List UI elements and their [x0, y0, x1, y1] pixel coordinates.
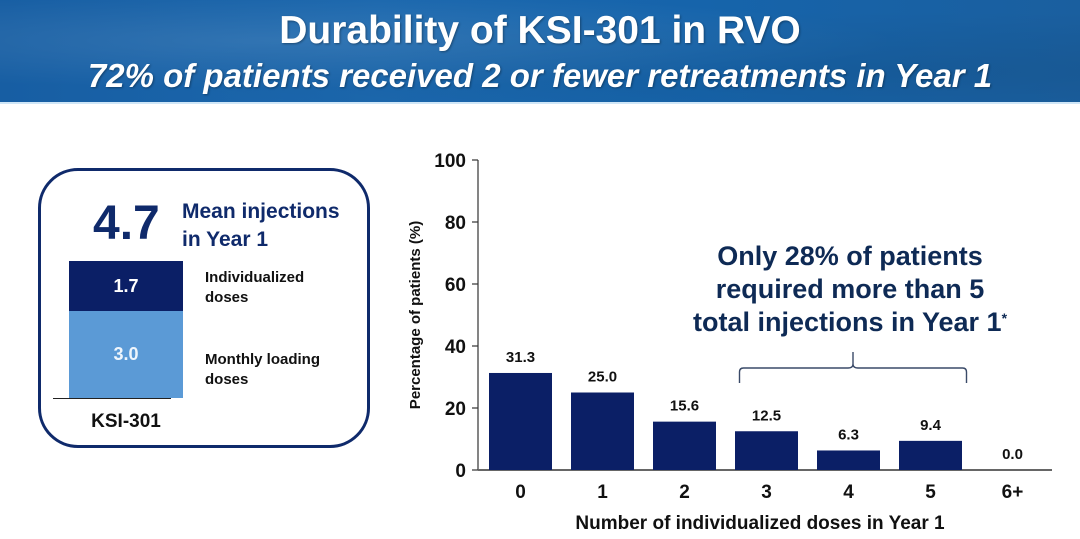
loading-label-line1: Monthly loading	[205, 351, 320, 368]
slide-subtitle: 72% of patients received 2 or fewer retr…	[87, 57, 993, 94]
x-tick-label: 1	[597, 482, 608, 503]
y-axis: 0 20 40 60 80 100	[434, 151, 479, 482]
bar-4	[817, 450, 880, 470]
bar-value-label: 12.5	[752, 407, 781, 424]
y-tick-label: 80	[445, 213, 466, 234]
mean-injections-value: 4.7	[93, 197, 160, 250]
x-tick-label: 5	[925, 482, 936, 503]
x-tick-label: 4	[843, 482, 854, 503]
loading-value: 3.0	[113, 344, 139, 364]
callout-text: Only 28% of patients required more than …	[660, 240, 1040, 339]
x-tick-label: 0	[515, 482, 526, 503]
bar-value-label: 6.3	[838, 426, 859, 443]
y-tick-label: 60	[445, 275, 466, 296]
callout-line2: required more than 5	[715, 274, 985, 304]
individualized-label: Individualized doses	[205, 268, 304, 308]
individualized-value: 1.7	[113, 275, 139, 296]
x-tick-label: 2	[679, 482, 690, 503]
bar-2	[653, 421, 716, 470]
mean-label-line1: Mean injections	[182, 200, 340, 223]
y-tick-label: 100	[434, 151, 466, 172]
y-tick-label: 20	[445, 399, 466, 420]
bar-value-label: 0.0	[1002, 446, 1023, 463]
bars: 31.3 25.0 15.6 12.5 6.3 9.4 0.0	[489, 349, 1023, 470]
callout-line3-text: total injections in Year 1	[692, 307, 1002, 337]
title-banner: Durability of KSI-301 in RVO 72% of pati…	[0, 0, 1080, 104]
x-axis-title: Number of individualized doses in Year 1	[575, 513, 945, 534]
y-tick-label: 0	[455, 461, 466, 482]
callout-line1: Only 28% of patients	[717, 241, 983, 271]
x-tick-label: 6+	[1002, 482, 1024, 503]
bar-value-label: 31.3	[506, 349, 535, 366]
individualized-label-line1: Individualized	[205, 269, 305, 286]
bracket	[738, 352, 968, 383]
loading-label-line2: doses	[205, 371, 249, 388]
x-tick-label: 3	[761, 482, 772, 503]
individualized-label-line2: doses	[205, 289, 249, 306]
x-axis: 0 1 2 3 4 5 6+	[478, 469, 1052, 503]
bar-1	[571, 392, 634, 470]
bar-value-label: 15.6	[670, 398, 699, 415]
callout-line3: total injections in Year 1*	[660, 306, 1040, 339]
loading-label: Monthly loading doses	[205, 350, 320, 390]
mean-label-line2: in Year 1	[182, 228, 269, 251]
bar-value-label: 9.4	[920, 417, 942, 434]
bar-0	[489, 372, 552, 470]
ksi-301-label: KSI-301	[91, 411, 161, 432]
stack-baseline	[53, 398, 171, 399]
slide-title: Durability of KSI-301 in RVO	[279, 9, 801, 52]
mean-injections-label: Mean injections in Year 1	[182, 198, 340, 254]
bar-5	[899, 440, 962, 470]
footnote-mark: *	[1001, 310, 1008, 326]
brace-icon	[738, 352, 968, 383]
y-tick-label: 40	[445, 337, 466, 358]
stack-segment-loading: 3.0	[69, 311, 183, 398]
bar-value-label: 25.0	[588, 369, 617, 386]
stack-segment-individualized: 1.7	[69, 261, 183, 311]
banner-texture	[0, 0, 1080, 102]
y-axis-title: Percentage of patients (%)	[407, 221, 424, 409]
bar-3	[735, 431, 798, 470]
